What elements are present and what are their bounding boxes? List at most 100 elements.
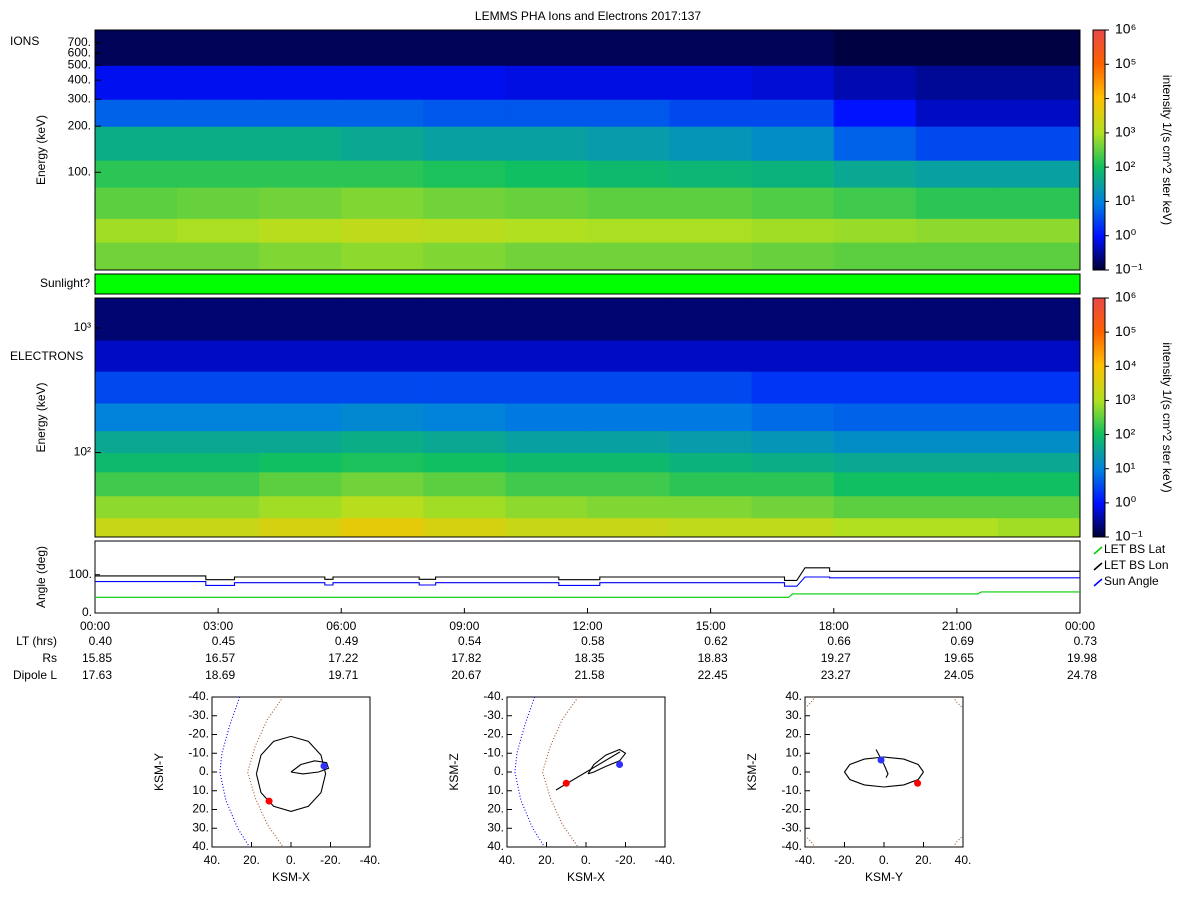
- plot-frame: [94, 273, 1081, 295]
- heatmap-cell: [505, 340, 588, 372]
- heatmap-cell: [95, 340, 178, 372]
- heatmap-cell: [833, 160, 917, 188]
- heatmap-cell: [423, 187, 506, 219]
- heatmap-cell: [423, 218, 506, 243]
- heatmap-cell: [915, 371, 999, 404]
- heatmap-cell: [259, 471, 342, 497]
- heatmap-cell: [423, 30, 506, 66]
- y-tick-label: -40.: [483, 689, 504, 703]
- heatmap-cell: [997, 430, 1081, 454]
- heatmap-cell: [915, 298, 999, 341]
- heatmap-cell: [587, 126, 671, 161]
- heatmap-cell: [423, 65, 506, 100]
- series-line: [514, 696, 545, 848]
- heatmap-cell: [751, 30, 835, 66]
- heatmap-cell: [341, 402, 424, 432]
- position-marker: [914, 779, 922, 787]
- heatmap-cell: [95, 402, 178, 432]
- heatmap-cell: [587, 160, 671, 188]
- position-marker: [320, 762, 328, 770]
- heatmap-cell: [423, 402, 506, 432]
- legend-label: LET BS Lon: [1104, 558, 1169, 572]
- colorbar-tick-label: 10⁵: [1115, 323, 1136, 339]
- heatmap-cell: [341, 30, 424, 66]
- heatmap-cell: [177, 430, 260, 454]
- series-line: [541, 696, 579, 848]
- heatmap-cell: [505, 99, 588, 127]
- heatmap-cell: [997, 99, 1081, 127]
- heatmap-cell: [751, 430, 835, 454]
- heatmap-cell: [915, 218, 999, 243]
- heatmap-cell: [423, 517, 506, 538]
- heatmap-cell: [505, 430, 588, 454]
- y-tick-label: 0.: [82, 605, 92, 619]
- y-tick-label: 10³: [74, 320, 91, 334]
- heatmap-cell: [423, 126, 506, 161]
- y-tick-label: 700.: [68, 35, 91, 49]
- heatmap-cell: [177, 402, 260, 432]
- heatmap-cell: [177, 340, 260, 372]
- heatmap-cell: [341, 298, 424, 341]
- heatmap-cell: [751, 65, 835, 100]
- heatmap-cell: [177, 65, 260, 100]
- y-tick-label: 0.: [494, 764, 504, 778]
- heatmap-cell: [259, 402, 342, 432]
- heatmap-cell: [833, 65, 917, 100]
- heatmap-cell: [587, 30, 671, 66]
- y-tick-label: 10²: [74, 445, 91, 459]
- series-line: [290, 760, 330, 775]
- heatmap-cell: [341, 160, 424, 188]
- heatmap-cell: [997, 187, 1081, 219]
- heatmap-cell: [505, 65, 588, 100]
- ephemeris-value: 19.71: [328, 668, 358, 682]
- heatmap-cell: [177, 30, 260, 66]
- heatmap-cell: [669, 430, 753, 454]
- heatmap-cell: [95, 471, 178, 497]
- heatmap-cell: [915, 430, 999, 454]
- y-tick-label: -10.: [188, 745, 209, 759]
- plot-frame: [94, 29, 1081, 271]
- heatmap-cell: [915, 471, 999, 497]
- x-tick-label: 0.: [879, 853, 889, 867]
- heatmap-cell: [341, 99, 424, 127]
- ephemeris-value: 21.58: [574, 668, 604, 682]
- heatmap-cell: [341, 187, 424, 219]
- heatmap-cell: [997, 126, 1081, 161]
- legend-label: Sun Angle: [1104, 574, 1159, 588]
- ephemeris-value: 15.85: [82, 651, 112, 665]
- x-tick-label: 0.: [581, 853, 591, 867]
- heatmap-cell: [423, 160, 506, 188]
- y-axis-label: KSM-Z: [447, 753, 461, 790]
- heatmap-cell: [997, 30, 1081, 66]
- legend-swatch: [1093, 562, 1103, 571]
- ephemeris-value: 22.45: [698, 668, 728, 682]
- heatmap-cell: [833, 402, 917, 432]
- heatmap-cell: [669, 126, 753, 161]
- heatmap-cell: [95, 126, 178, 161]
- heatmap-cell: [997, 65, 1081, 100]
- heatmap-cell: [751, 371, 835, 404]
- series-line: [95, 591, 1080, 598]
- ephemeris-value: 0.69: [951, 634, 975, 648]
- heatmap-cell: [587, 187, 671, 219]
- heatmap-cell: [751, 218, 835, 243]
- ephemeris-value: 18.69: [205, 668, 235, 682]
- heatmap-cell: [997, 371, 1081, 404]
- heatmap-cell: [259, 99, 342, 127]
- heatmap-cell: [587, 242, 671, 271]
- x-tick-label: 12:00: [572, 619, 602, 633]
- ephemeris-value: 0.66: [827, 634, 851, 648]
- heatmap-cell: [915, 126, 999, 161]
- heatmap-cell: [587, 430, 671, 454]
- ephemeris-value: 18.83: [698, 651, 728, 665]
- colorbar-tick-label: 10⁵: [1115, 55, 1136, 71]
- heatmap-cell: [915, 340, 999, 372]
- heatmap-cell: [669, 340, 753, 372]
- x-tick-label: -20.: [320, 853, 341, 867]
- heatmap-cell: [751, 187, 835, 219]
- y-tick-label: 600.: [68, 45, 91, 59]
- colorbar-tick-label: 10⁰: [1115, 226, 1137, 242]
- x-tick-label: 40.: [499, 853, 516, 867]
- series-line: [219, 696, 250, 848]
- ephemeris-value: 0.45: [212, 634, 236, 648]
